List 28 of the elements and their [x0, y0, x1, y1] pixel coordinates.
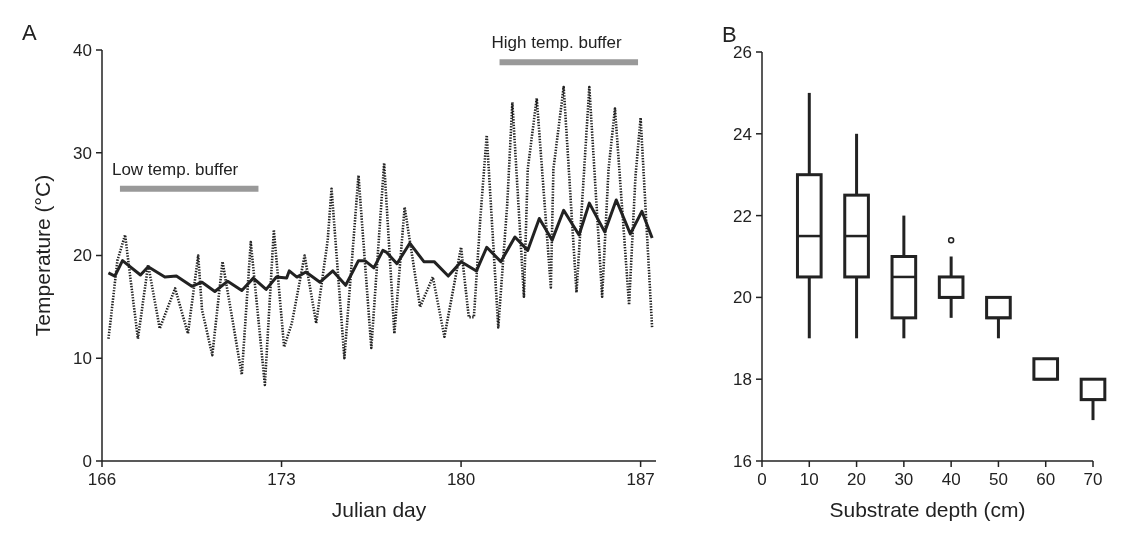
x-tick-label: 40 [941, 470, 961, 489]
series-label: Low temp. buffer [111, 159, 239, 179]
y-tick-label: 24 [733, 124, 752, 144]
y-axis-title: Temperature (°C) [31, 174, 54, 337]
y-tick-label: 22 [733, 206, 752, 226]
series-label: High temp. buffer [491, 33, 622, 53]
x-tick-label: 187 [626, 470, 655, 489]
x-tick-label: 10 [799, 470, 819, 489]
x-tick-label: 50 [988, 470, 1008, 489]
chart-title: A [22, 20, 37, 45]
x-tick-label: 173 [267, 470, 296, 489]
x-tick-label: 70 [1083, 470, 1103, 489]
y-tick-label: 18 [733, 370, 752, 390]
y-tick-label: 0 [82, 451, 92, 471]
y-tick-label: 20 [73, 246, 92, 266]
x-tick-label: 180 [446, 470, 476, 489]
x-tick-label: 0 [757, 470, 767, 489]
x-axis-title: Julian day [331, 498, 427, 521]
y-tick-label: 16 [733, 451, 752, 471]
x-tick-label: 166 [87, 470, 117, 489]
y-tick-label: 10 [73, 349, 92, 369]
y-tick-label: 40 [73, 40, 92, 60]
x-tick-label: 60 [1036, 470, 1056, 489]
y-tick-label: 20 [733, 288, 752, 308]
y-tick-label: 30 [73, 143, 92, 163]
x-tick-label: 30 [894, 470, 914, 489]
x-tick-label: 20 [847, 470, 867, 489]
x-axis-title: Substrate depth (cm) [829, 498, 1026, 521]
